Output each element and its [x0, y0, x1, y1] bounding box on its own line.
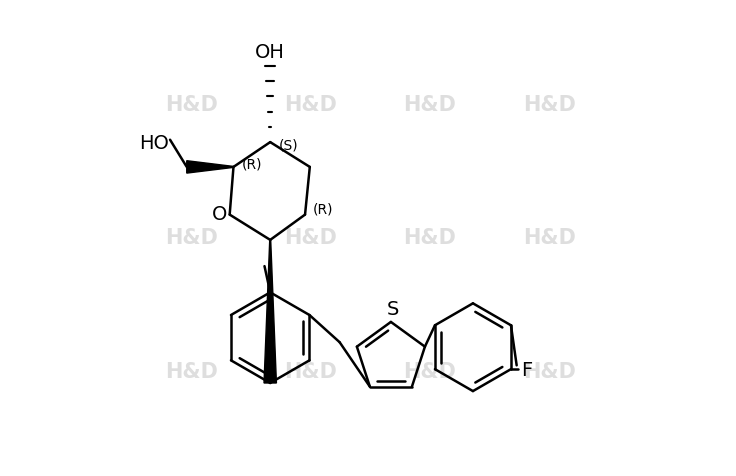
Text: H&D: H&D [403, 361, 456, 381]
Text: (R): (R) [313, 202, 333, 217]
Text: O: O [211, 204, 227, 223]
Text: H&D: H&D [523, 228, 576, 248]
Text: H&D: H&D [403, 95, 456, 115]
Text: H&D: H&D [284, 95, 337, 115]
Text: H&D: H&D [165, 361, 218, 381]
Text: H&D: H&D [284, 361, 337, 381]
Text: H&D: H&D [523, 95, 576, 115]
Text: S: S [386, 299, 399, 318]
Text: H&D: H&D [523, 361, 576, 381]
Text: OH: OH [255, 43, 285, 62]
Text: H&D: H&D [403, 228, 456, 248]
Text: H&D: H&D [284, 228, 337, 248]
Text: H&D: H&D [165, 95, 218, 115]
Text: F: F [522, 360, 533, 379]
Text: H&D: H&D [165, 228, 218, 248]
Text: HO: HO [139, 133, 169, 152]
Text: (S): (S) [278, 138, 298, 152]
Polygon shape [187, 161, 233, 174]
Polygon shape [264, 240, 277, 383]
Text: (R): (R) [241, 157, 262, 171]
